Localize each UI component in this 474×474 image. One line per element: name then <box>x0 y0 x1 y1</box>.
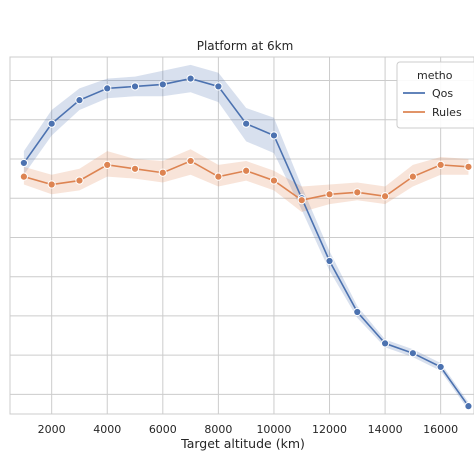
rules-point <box>242 166 251 175</box>
rules-point <box>380 192 390 201</box>
rules-point <box>214 172 223 181</box>
legend-label-rules: Rules <box>432 106 462 119</box>
x-tick-label: 6000 <box>149 423 177 436</box>
qos-point <box>269 131 279 140</box>
chart-title: Platform at 6km <box>197 39 294 53</box>
qos-point <box>353 307 362 317</box>
qos-point <box>214 82 223 91</box>
x-tick-label: 14000 <box>368 423 403 436</box>
x-tick-label: 2000 <box>38 423 66 436</box>
rules-point <box>186 156 195 166</box>
qos-point <box>103 84 112 93</box>
legend-label-qos: Qos <box>432 87 453 100</box>
qos-point <box>186 74 195 83</box>
qos-point <box>325 256 334 266</box>
rules-point <box>353 188 362 197</box>
qos-point <box>47 119 56 128</box>
rules-point <box>158 168 167 177</box>
rules-point <box>103 160 112 169</box>
qos-point <box>130 82 140 91</box>
rules-point <box>75 176 84 185</box>
x-tick-label: 12000 <box>312 423 347 436</box>
qos-point <box>158 80 167 89</box>
qos-point <box>19 158 28 168</box>
rules-point <box>47 180 56 189</box>
rules-point <box>130 164 140 173</box>
x-tick-labels: 2000 4000 6000 8000 10000 12000 14000 16000 <box>38 423 458 436</box>
qos-point <box>408 349 417 358</box>
rules-point <box>325 190 334 199</box>
x-tick-label: 8000 <box>204 423 232 436</box>
rules-point <box>436 160 445 169</box>
legend: metho Qos Rules <box>396 61 474 129</box>
rules-point <box>297 196 306 205</box>
x-tick-label: 10000 <box>256 423 291 436</box>
rules-point <box>408 172 417 181</box>
x-tick-label: 16000 <box>423 423 458 436</box>
qos-point <box>464 402 473 411</box>
rules-point <box>19 172 28 181</box>
qos-point <box>380 339 390 348</box>
x-tick-label: 4000 <box>93 423 121 436</box>
qos-confidence-band <box>23 64 469 411</box>
rules-point <box>269 176 279 185</box>
rules-point <box>464 162 473 171</box>
qos-point <box>75 96 84 105</box>
qos-point <box>436 362 445 372</box>
series-points <box>19 74 473 411</box>
qos-point <box>242 119 251 128</box>
legend-title: metho <box>417 69 453 82</box>
x-axis-label: Target altitude (km) <box>180 436 305 451</box>
